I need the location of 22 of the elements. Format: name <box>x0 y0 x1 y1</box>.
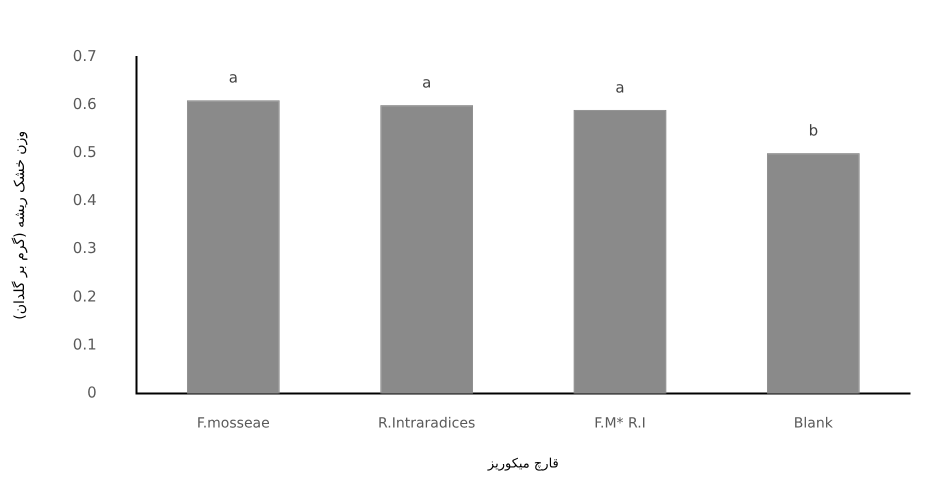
bar <box>186 100 280 394</box>
y-tick-label: 0 <box>87 383 97 402</box>
annotation: b <box>808 122 818 140</box>
y-tick-label: 0.4 <box>72 191 97 210</box>
bar <box>380 105 474 394</box>
y-tick-label: 0.2 <box>72 287 97 306</box>
annotation: a <box>615 78 625 96</box>
x-tick-label: Blank <box>794 416 834 432</box>
y-tick-label: 0.6 <box>72 94 97 113</box>
x-tick-label: F.mosseae <box>196 416 270 432</box>
x-tick-label: F.M* R.I <box>594 416 646 432</box>
bar <box>766 153 860 394</box>
x-axis-title: قارچ میکوریز <box>486 456 559 472</box>
y-axis-title: وزن خشک ریشه (گرم بر گلدان) <box>11 130 28 320</box>
annotation: a <box>422 73 432 92</box>
bar <box>574 110 666 394</box>
y-tick-label: 0.5 <box>72 143 97 162</box>
y-tick-label: 0.3 <box>72 239 97 258</box>
y-tick-label: 0.1 <box>72 335 97 354</box>
y-tick-label: 0.7 <box>72 46 97 65</box>
x-tick-label: R.Intraradices <box>378 416 476 432</box>
annotation: a <box>228 68 238 87</box>
